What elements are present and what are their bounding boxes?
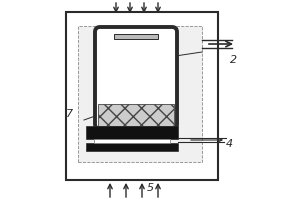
Bar	[78, 26, 202, 162]
Bar	[86, 126, 178, 139]
Bar	[114, 34, 158, 39]
Text: 2: 2	[230, 55, 237, 65]
Text: 5: 5	[146, 183, 154, 193]
Bar	[86, 143, 178, 151]
Bar	[94, 139, 170, 143]
Bar	[98, 104, 174, 126]
Bar	[66, 12, 218, 180]
FancyBboxPatch shape	[95, 27, 177, 129]
Text: 4: 4	[226, 139, 233, 149]
Text: 7: 7	[66, 109, 74, 119]
